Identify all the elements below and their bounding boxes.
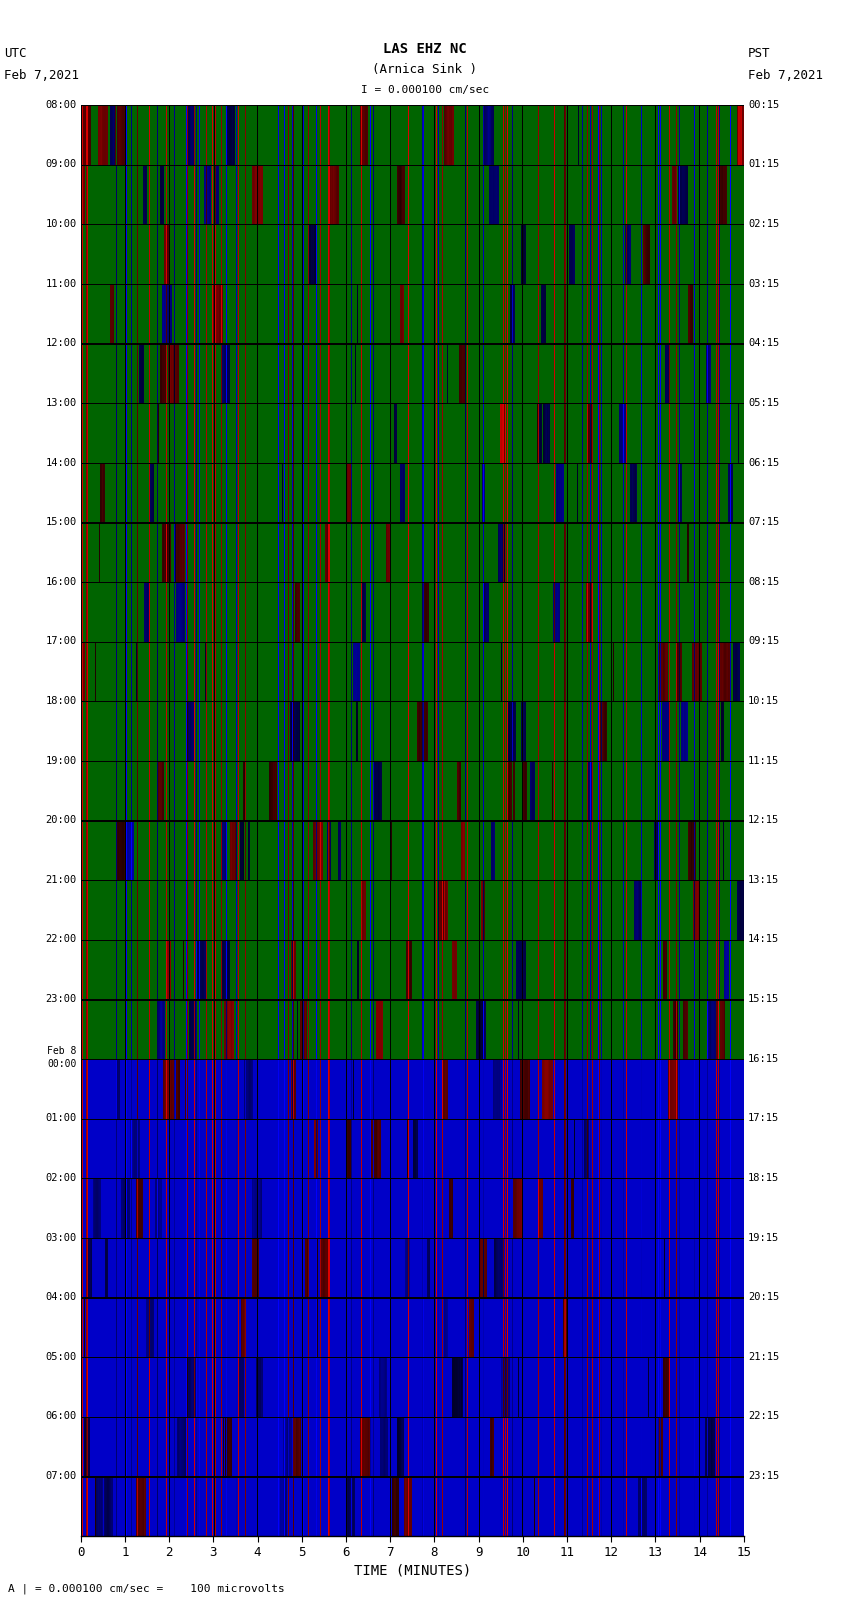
Text: 08:00: 08:00 <box>45 100 76 110</box>
Text: 20:00: 20:00 <box>45 815 76 826</box>
Text: 13:15: 13:15 <box>748 874 779 886</box>
Text: 09:00: 09:00 <box>45 160 76 169</box>
Text: 19:15: 19:15 <box>748 1232 779 1242</box>
Text: 23:00: 23:00 <box>45 994 76 1003</box>
Text: Feb 8: Feb 8 <box>47 1045 76 1055</box>
Text: 16:00: 16:00 <box>45 577 76 587</box>
Text: 14:00: 14:00 <box>45 458 76 468</box>
Text: 00:15: 00:15 <box>748 100 779 110</box>
Text: 04:15: 04:15 <box>748 339 779 348</box>
Text: 01:15: 01:15 <box>748 160 779 169</box>
X-axis label: TIME (MINUTES): TIME (MINUTES) <box>354 1563 471 1578</box>
Text: 00:00: 00:00 <box>47 1058 76 1068</box>
Text: UTC: UTC <box>4 47 26 60</box>
Text: 13:00: 13:00 <box>45 398 76 408</box>
Text: 22:00: 22:00 <box>45 934 76 945</box>
Text: 06:15: 06:15 <box>748 458 779 468</box>
Text: 17:15: 17:15 <box>748 1113 779 1123</box>
Text: 09:15: 09:15 <box>748 637 779 647</box>
Text: 01:00: 01:00 <box>45 1113 76 1123</box>
Text: 21:00: 21:00 <box>45 874 76 886</box>
Text: 12:15: 12:15 <box>748 815 779 826</box>
Text: LAS EHZ NC: LAS EHZ NC <box>383 42 467 56</box>
Text: 17:00: 17:00 <box>45 637 76 647</box>
Text: 04:00: 04:00 <box>45 1292 76 1302</box>
Text: A | = 0.000100 cm/sec =    100 microvolts: A | = 0.000100 cm/sec = 100 microvolts <box>8 1582 286 1594</box>
Text: (Arnica Sink ): (Arnica Sink ) <box>372 63 478 76</box>
Text: 20:15: 20:15 <box>748 1292 779 1302</box>
Text: 07:15: 07:15 <box>748 518 779 527</box>
Text: 11:15: 11:15 <box>748 755 779 766</box>
Text: I = 0.000100 cm/sec: I = 0.000100 cm/sec <box>361 85 489 95</box>
Text: Feb 7,2021: Feb 7,2021 <box>4 69 79 82</box>
Text: 14:15: 14:15 <box>748 934 779 945</box>
Text: 10:00: 10:00 <box>45 219 76 229</box>
Text: 15:00: 15:00 <box>45 518 76 527</box>
Text: 10:15: 10:15 <box>748 695 779 706</box>
Text: PST: PST <box>748 47 770 60</box>
Text: 16:15: 16:15 <box>748 1053 779 1063</box>
Text: 19:00: 19:00 <box>45 755 76 766</box>
Text: 21:15: 21:15 <box>748 1352 779 1361</box>
Text: 08:15: 08:15 <box>748 577 779 587</box>
Text: 11:00: 11:00 <box>45 279 76 289</box>
Text: 03:00: 03:00 <box>45 1232 76 1242</box>
Text: 18:00: 18:00 <box>45 695 76 706</box>
Text: 07:00: 07:00 <box>45 1471 76 1481</box>
Text: 05:00: 05:00 <box>45 1352 76 1361</box>
Text: 12:00: 12:00 <box>45 339 76 348</box>
Text: 15:15: 15:15 <box>748 994 779 1003</box>
Text: 18:15: 18:15 <box>748 1173 779 1182</box>
Text: 05:15: 05:15 <box>748 398 779 408</box>
Text: 03:15: 03:15 <box>748 279 779 289</box>
Text: 22:15: 22:15 <box>748 1411 779 1421</box>
Text: 23:15: 23:15 <box>748 1471 779 1481</box>
Text: 02:15: 02:15 <box>748 219 779 229</box>
Text: 06:00: 06:00 <box>45 1411 76 1421</box>
Text: Feb 7,2021: Feb 7,2021 <box>748 69 823 82</box>
Text: 02:00: 02:00 <box>45 1173 76 1182</box>
